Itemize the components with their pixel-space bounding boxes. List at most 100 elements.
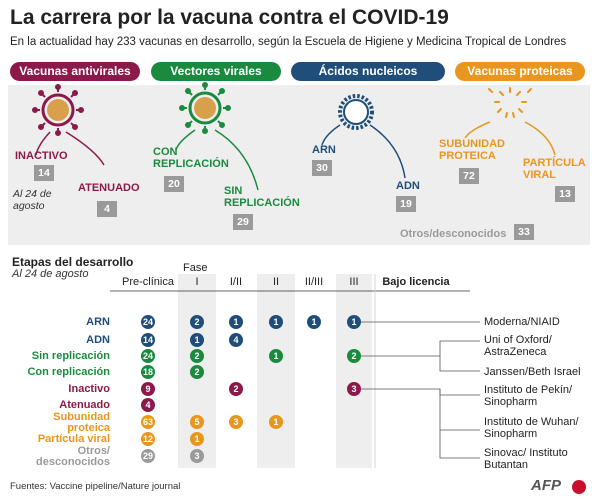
label-sin-2: REPLICACIÓN <box>224 197 300 209</box>
count-dot: 14 <box>141 333 155 347</box>
column-header-3: II <box>272 276 280 288</box>
row-label-part: Otros/ <box>77 445 110 457</box>
label-otros: Otros/desconocidos <box>400 228 507 240</box>
column-bg-fase-3 <box>336 274 372 468</box>
company-moderna: Moderna/NIAID <box>484 316 560 328</box>
count-dot: 29 <box>141 449 155 463</box>
row-label-part: proteica <box>67 422 110 434</box>
row-label-part: Subunidad <box>53 411 110 423</box>
fase-label: Fase <box>183 262 208 274</box>
label-particula-1: PARTÍCULA <box>523 157 586 169</box>
protein-subunit-icon <box>488 87 532 118</box>
label-atenuado: ATENUADO <box>78 182 140 194</box>
afp-logo-mark <box>572 480 586 494</box>
count-otros: 33 <box>514 224 534 240</box>
stages-title: Etapas del desarrollo <box>12 255 134 269</box>
company-oxford-1: Uni of Oxford/ <box>484 334 552 346</box>
row-label: Sin replicación <box>31 350 110 362</box>
row-label: Atenuado <box>59 399 110 411</box>
label-arn: ARN <box>312 144 336 156</box>
count-dot: 2 <box>190 315 204 329</box>
label-inactivo: INACTIVO <box>15 150 68 162</box>
count-dot: 2 <box>229 382 243 396</box>
label-con-1: CON <box>153 146 178 158</box>
row-label: Partícula viral <box>37 433 110 445</box>
company-pekin-2: Sinopharm <box>484 396 538 408</box>
date-note-2: agosto <box>13 200 45 212</box>
connector-adn <box>369 124 406 179</box>
line-janssen <box>439 356 480 372</box>
overview-panel <box>8 85 590 245</box>
row-label: ADN <box>86 334 110 346</box>
category-protein: Vacunas proteicas <box>455 62 585 81</box>
count-particula: 13 <box>555 186 575 202</box>
connector-sin <box>214 129 259 191</box>
count-dot: 1 <box>269 315 283 329</box>
count-dot: 3 <box>229 415 243 429</box>
row-label: Con replicación <box>27 366 110 378</box>
count-dot: 1 <box>269 349 283 363</box>
count-dot: 1 <box>307 315 321 329</box>
count-inactivo: 14 <box>34 165 54 181</box>
nucleic-acid-icon <box>338 94 374 130</box>
row-label-part: desconocidos <box>36 456 110 468</box>
count-dot: 5 <box>190 415 204 429</box>
count-adn: 19 <box>396 196 416 212</box>
count-dot: 4 <box>141 398 155 412</box>
stages-date: Al 24 de agosto <box>12 268 89 280</box>
count-dot: 63 <box>141 415 155 429</box>
category-nucleic: Ácidos nucleicos <box>291 62 445 81</box>
company-sinovac-2: Butantan <box>484 459 529 471</box>
count-dot: 24 <box>141 315 155 329</box>
column-header-5: III <box>349 276 359 288</box>
label-subunidad-1: SUBUNIDAD <box>439 138 505 150</box>
page-title: La carrera por la vacuna contra el COVID… <box>10 6 449 29</box>
company-wuhan-1: Instituto de Wuhan/ <box>484 416 579 428</box>
company-wuhan-2: Sinopharm <box>484 428 538 440</box>
date-note-1: Al 24 de <box>13 188 52 200</box>
count-dot: 4 <box>229 333 243 347</box>
column-header-2: I/II <box>229 276 243 288</box>
line-sinovac <box>439 430 480 459</box>
column-header-1: I <box>195 276 199 288</box>
count-atenuado: 4 <box>97 201 117 217</box>
line-pekin <box>359 388 480 396</box>
connector-atenuado <box>65 131 105 166</box>
count-dot: 1 <box>229 315 243 329</box>
category-antiviral: Vacunas antivirales <box>10 62 140 81</box>
count-dot: 1 <box>347 315 361 329</box>
afp-logo: AFP <box>531 477 561 494</box>
count-dot: 3 <box>190 449 204 463</box>
connector-con <box>175 129 196 151</box>
row-label: ARN <box>86 316 110 328</box>
company-pekin-1: Instituto de Pekín/ <box>484 384 573 396</box>
connector-arn <box>321 124 341 146</box>
label-adn: ADN <box>396 180 420 192</box>
count-arn: 30 <box>312 160 332 176</box>
count-dot: 12 <box>141 432 155 446</box>
count-dot: 9 <box>141 382 155 396</box>
connector-particula <box>524 121 556 156</box>
count-dot: 2 <box>190 365 204 379</box>
count-dot: 24 <box>141 349 155 363</box>
viral-vector-icon <box>179 82 231 134</box>
label-sin-1: SIN <box>224 185 243 197</box>
count-dot: 1 <box>190 333 204 347</box>
category-vector: Vectores virales <box>151 62 281 81</box>
column-header-0: Pre-clínica <box>122 276 174 288</box>
count-dot: 3 <box>347 382 361 396</box>
virus-inactivated-icon <box>32 84 84 136</box>
label-con-2: REPLICACIÓN <box>153 158 229 170</box>
label-subunidad-2: PROTEICA <box>439 150 496 162</box>
company-sinovac-1: Sinovac/ Instituto <box>484 447 568 459</box>
connector-inactivo <box>35 131 51 156</box>
count-dot: 2 <box>347 349 361 363</box>
column-header-4: II/III <box>304 276 324 288</box>
count-dot: 18 <box>141 365 155 379</box>
count-con: 20 <box>164 176 184 192</box>
overview-connectors <box>32 82 556 191</box>
label-particula-2: VIRAL <box>523 169 556 181</box>
count-dot: 2 <box>190 349 204 363</box>
column-header-6: Bajo licencia <box>382 276 450 288</box>
